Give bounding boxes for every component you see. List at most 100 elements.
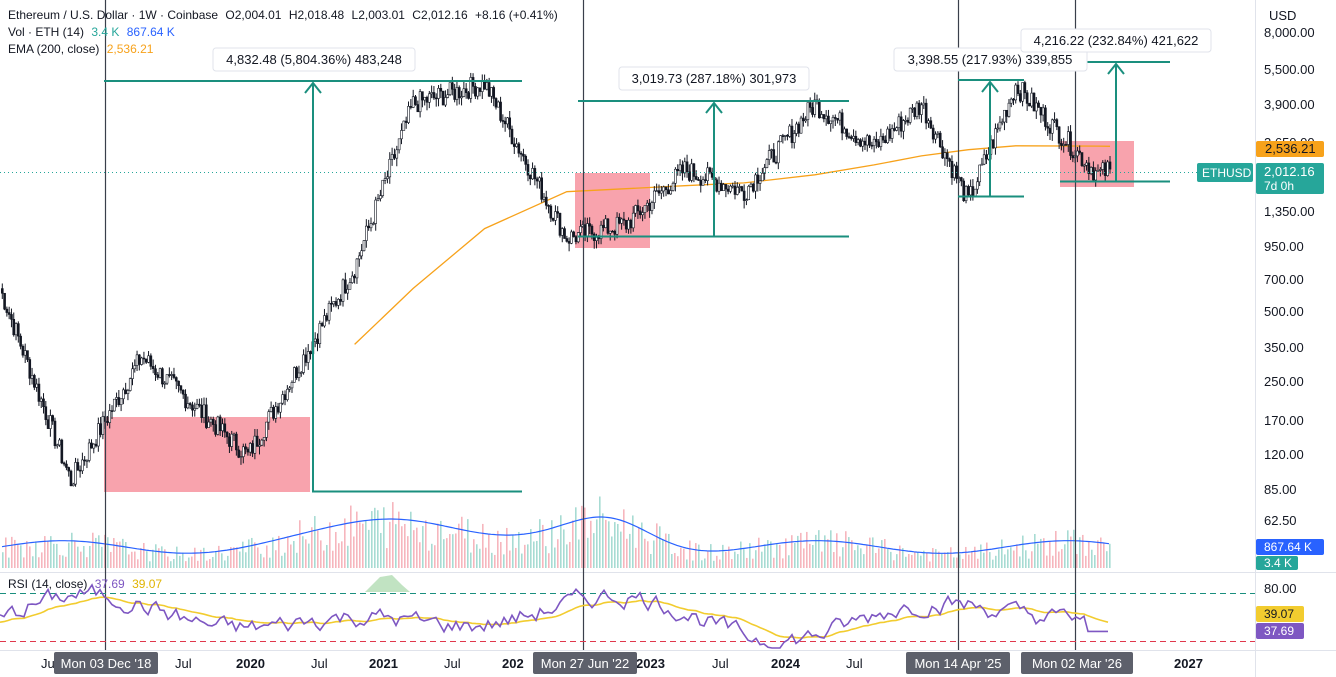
volume-bar [635,547,637,568]
volume-bar [95,537,97,568]
rsi-axis-tick: 80.00 [1264,581,1297,596]
volume-bar [164,549,166,568]
volume-bar [500,541,502,568]
candle [21,345,25,356]
candle [339,299,342,302]
candle [967,186,970,196]
volume-bar [512,534,514,568]
volume-bar [539,519,541,568]
candle [140,357,143,365]
candle [117,397,121,405]
rsi-ma-tag-label: 39.07 [1264,607,1294,621]
volume-bar [968,554,970,568]
volume-bar [680,547,682,568]
candle [783,134,787,137]
volume-bar [1100,537,1102,568]
candle [316,338,319,345]
legend-volume-row[interactable]: Vol · ETH (14) 3.4 K 867.64 K [8,24,179,40]
candle [697,179,700,181]
ema-200-line[interactable] [354,145,1111,345]
ema-price-tag [1256,141,1324,157]
currency-box[interactable] [1260,4,1310,26]
volume-bar [509,550,511,568]
candle [44,406,48,420]
rsi-ma-line [0,596,1109,639]
candle [1014,84,1018,101]
volume-bar [407,536,409,568]
candle [414,96,417,105]
volume-bar [488,533,490,568]
volume-bar [203,547,205,568]
time-label-3: Jul [311,656,328,671]
volume-bar [404,523,406,568]
candle [622,218,626,221]
rsi-line[interactable] [0,583,1108,649]
time-label-8: Jul [712,656,729,671]
candle [416,104,420,113]
candle [218,416,222,432]
candle [802,117,805,122]
measure-2025[interactable] [958,79,1024,198]
volume-bar [359,522,361,568]
candle [346,289,349,294]
volume-bar [731,559,733,568]
legend-rsi-row[interactable]: RSI (14, close) 37.69 39.07 [8,576,166,592]
volume-bar [299,520,301,568]
volume-bar [464,538,466,568]
legend-ema-row[interactable]: EMA (200, close) 2,536.21 [8,41,157,57]
volume-bar [908,553,910,568]
candle [836,118,839,121]
currency-label[interactable]: USD [1269,8,1296,23]
measure-2018[interactable] [104,80,522,493]
candle [286,388,289,400]
price-candles[interactable] [0,72,1112,487]
candle [28,359,32,379]
candle [90,442,93,449]
volume-bar [11,536,13,568]
candle [161,368,164,385]
candle [941,146,944,159]
candle [228,436,231,447]
volume-bar [287,536,289,568]
candle [922,102,926,106]
volume-bar [602,513,604,568]
volume-bar [593,533,595,568]
volume-bar [833,552,835,568]
candle [735,186,739,195]
volume-bar [470,552,472,568]
volume-bar [206,560,208,568]
candle [1103,162,1107,176]
candle [781,135,785,137]
candle [895,127,898,131]
measure-2022[interactable] [578,100,849,238]
candle [996,127,999,130]
candle [353,275,356,279]
candle [953,165,956,179]
volume-bar [527,544,529,568]
price-axis[interactable]: 8,000.005,500.003,900.002,650.001,350.00… [1264,25,1315,528]
candle [978,164,981,183]
candle [33,375,36,388]
candle [549,205,553,219]
volume-bar [608,521,610,568]
candle [202,404,206,418]
candle [643,205,647,213]
candle [60,439,64,464]
candle [251,443,254,454]
volume-bar [935,549,937,568]
volume-bar [611,536,613,568]
candle [645,202,649,206]
candle [602,224,605,228]
range-box-2018[interactable] [104,417,310,492]
candle [186,403,190,409]
candle [641,212,644,216]
legend-symbol-row[interactable]: Ethereum / U.S. Dollar · 1W · Coinbase O… [8,7,562,23]
candle [722,184,725,191]
candle [1092,167,1095,181]
volume-bar [23,557,25,568]
candle [42,398,45,408]
range-box-2026[interactable] [1060,141,1134,187]
time-axis[interactable]: Ju Jul 2020 Jul 2021 Jul 202 2023 Jul 20… [41,656,1203,671]
volume-bar [614,522,616,568]
